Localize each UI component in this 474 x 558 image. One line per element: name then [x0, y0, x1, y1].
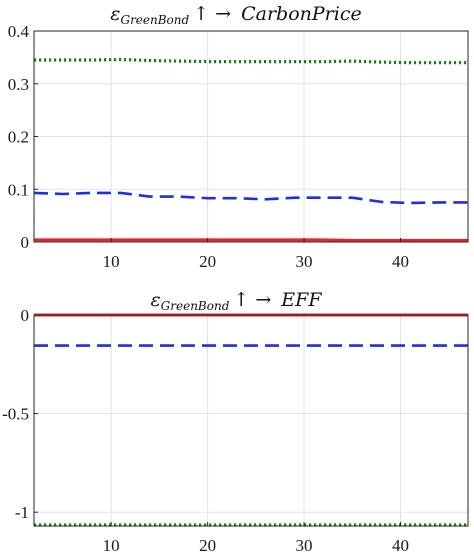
x-tick-label: 40	[392, 252, 409, 271]
series-line-dotted	[34, 57, 468, 65]
x-tick-label: 20	[199, 536, 216, 555]
panel-2-x-ticks: 10 20 30 40	[103, 522, 409, 555]
y-tick-label: 0	[21, 233, 30, 252]
x-tick-label: 30	[296, 536, 313, 555]
y-tick-label: -1	[15, 503, 29, 522]
panel-2-y-ticks: 0 -0.5 -1	[2, 306, 38, 522]
panel-2-title-arrows: ↑ →	[233, 289, 271, 311]
panel-1-title-subscript: GreenBond	[120, 13, 189, 27]
panel-1-series	[33, 57, 468, 242]
y-tick-label: 0.2	[8, 128, 29, 147]
y-tick-label: 0	[21, 306, 30, 325]
panel-1-title-symbol: ε	[110, 3, 120, 25]
panel-2-axes-box	[33, 314, 469, 527]
y-tick-label: -0.5	[2, 405, 29, 424]
x-tick-label: 10	[103, 252, 120, 271]
panel-1-y-ticks: 0 0.1 0.2 0.3 0.4	[8, 22, 38, 252]
x-tick-label: 40	[392, 536, 409, 555]
series-line-solid	[34, 238, 468, 242]
y-tick-label: 0.4	[8, 22, 30, 41]
panel-carbon-price: εGreenBond ↑ → CarbonPrice 10 20 30 40 0 0.1 0.…	[8, 3, 469, 271]
y-tick-label: 0.3	[8, 75, 29, 94]
series-line-dashed	[33, 191, 468, 205]
y-tick-label: 0.1	[8, 180, 29, 199]
panel-eff: εGreenBond ↑ → EFF 10 20 30 40 0 -0.5 -1	[2, 289, 469, 555]
panel-1-x-ticks: 10 20 30 40	[103, 238, 409, 271]
panel-2-title-subscript: GreenBond	[161, 299, 230, 313]
x-tick-label: 20	[199, 252, 216, 271]
x-tick-label: 30	[296, 252, 313, 271]
panel-1-title-arrows: ↑ →	[193, 3, 231, 25]
panel-1-title: εGreenBond ↑ → CarbonPrice	[110, 3, 361, 27]
panel-2-title-target: EFF	[280, 289, 322, 311]
panel-2-title-symbol: ε	[150, 289, 160, 311]
panel-1-title-target: CarbonPrice	[241, 3, 362, 25]
panel-2-series	[34, 313, 468, 527]
panel-2-title: εGreenBond ↑ → EFF	[150, 289, 322, 313]
x-tick-label: 10	[103, 536, 120, 555]
